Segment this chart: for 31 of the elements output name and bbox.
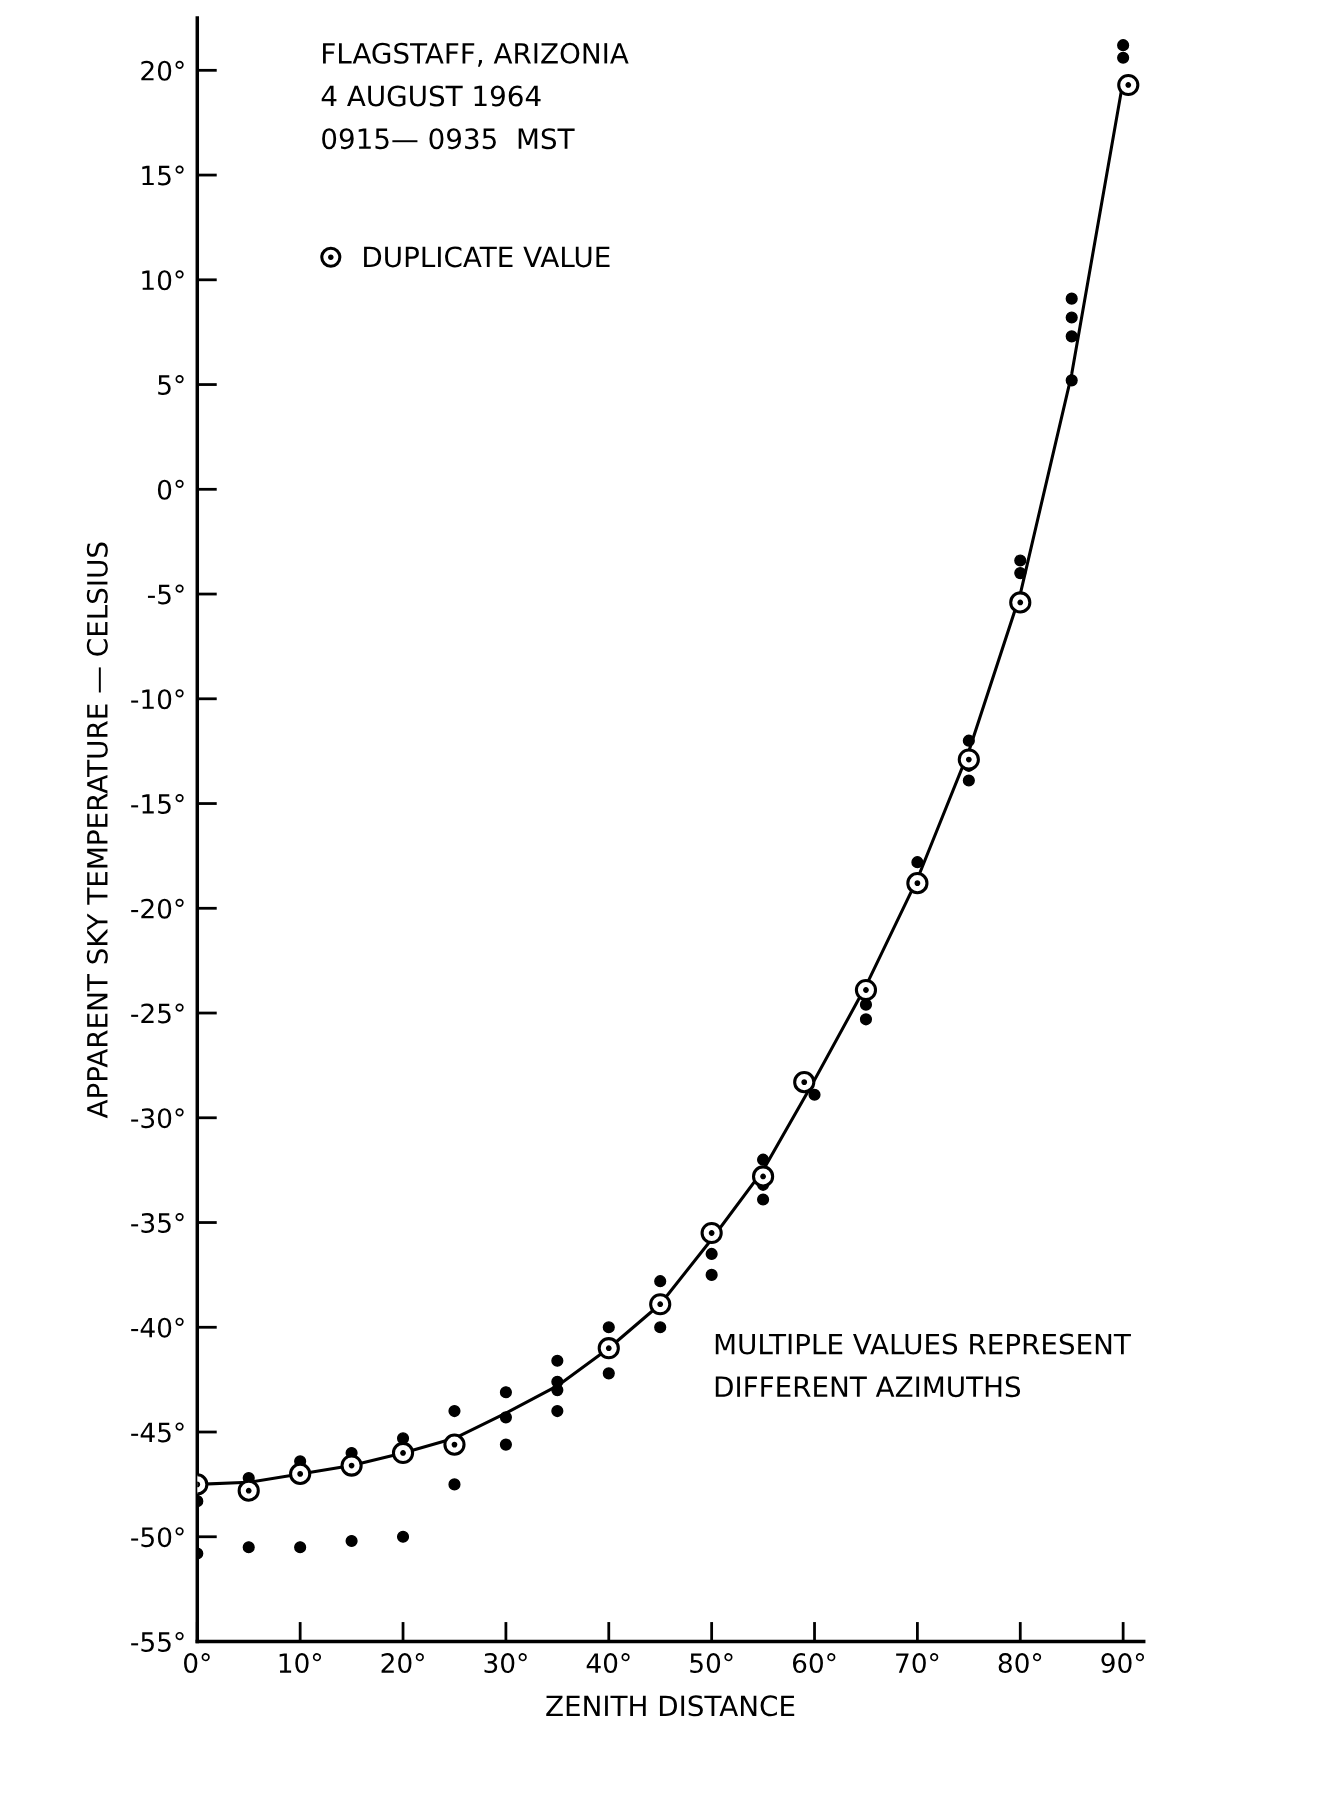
y-tick-label: -5° [147, 584, 184, 605]
y-tick-label: -55° [131, 1631, 184, 1652]
y-tick-label: -25° [131, 1003, 184, 1024]
y-tick-label: 10° [142, 270, 184, 291]
annotation: FLAGSTAFF, ARIZONIA 4 AUGUST 1964 0915— 0935 MST [321, 42, 629, 150]
x-tick-label: 60° [792, 1653, 836, 1674]
x-tick-label: 90° [1101, 1653, 1145, 1674]
x-tick-label: 40° [586, 1653, 630, 1674]
x-tick-label: 20° [381, 1653, 424, 1674]
x-tick-label: 50° [690, 1653, 733, 1674]
y-tick-label: -45° [131, 1422, 184, 1443]
y-tick-label: 0° [157, 479, 184, 500]
y-tick-label: 15° [142, 165, 184, 186]
y-tick-label: -50° [131, 1527, 184, 1548]
y-tick-label: -20° [131, 898, 184, 919]
annotation: MULTIPLE VALUES REPRESENT DIFFERENT AZIMUTHS [715, 1333, 1131, 1398]
x-tick-label: 70° [896, 1653, 939, 1674]
y-tick-label: 5° [158, 374, 184, 395]
legend-label: DUPLICATE VALUE [364, 246, 610, 268]
x-tick-label: 0° [184, 1653, 210, 1674]
y-axis-title: APPARENT SKY TEMPERATURE — CELSIUS [86, 542, 108, 1119]
x-axis-title: ZENITH DISTANCE [546, 1695, 795, 1717]
y-tick-label: -30° [131, 1108, 184, 1129]
y-tick-label: -40° [131, 1317, 184, 1338]
y-tick-label: -15° [131, 793, 184, 814]
x-tick-label: 30° [484, 1653, 527, 1674]
x-tick-label: 10° [279, 1653, 322, 1674]
x-tick-label: 80° [998, 1653, 1042, 1674]
y-tick-label: 20° [141, 60, 184, 81]
y-tick-label: -10° [131, 689, 184, 710]
y-tick-label: -35° [131, 1212, 184, 1233]
